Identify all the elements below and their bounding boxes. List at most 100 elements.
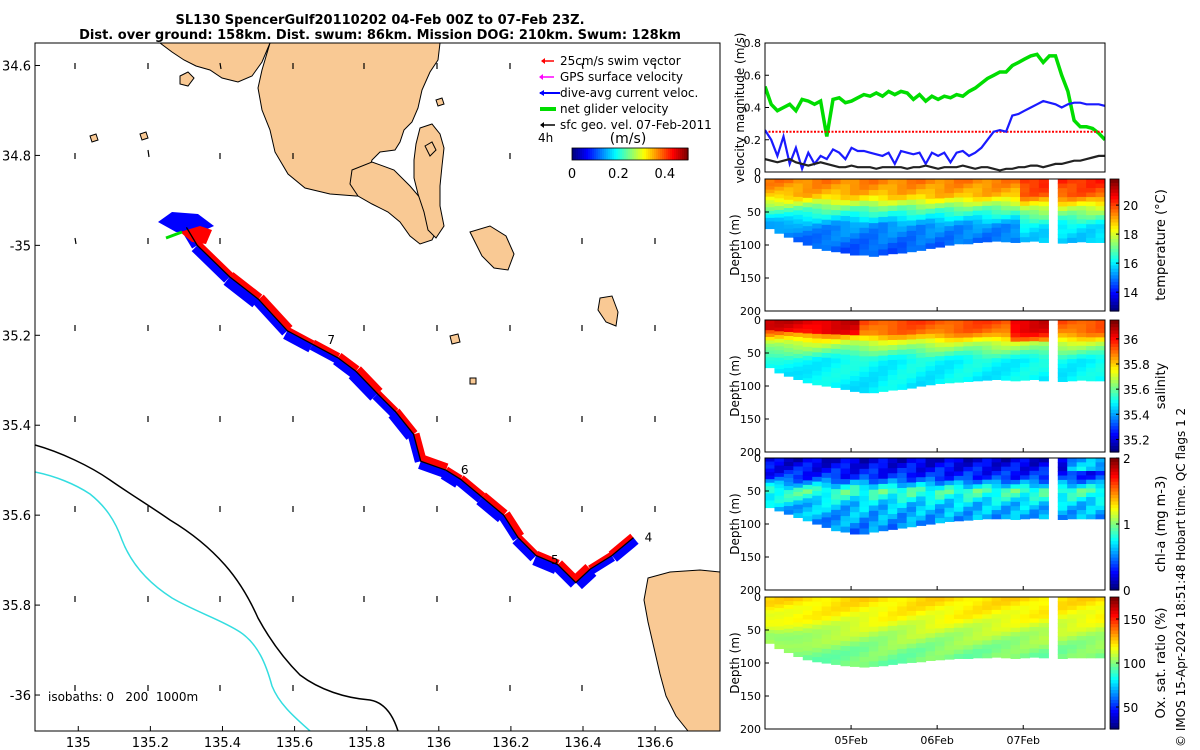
section-cell [972,510,983,516]
section-cell [1038,237,1049,243]
section-cell [925,233,936,239]
section-cell [963,324,974,330]
section-cell [1020,179,1031,185]
section-cell [1076,210,1087,216]
section-colorbar-swatch [1110,709,1119,714]
section-cell [935,212,946,219]
section-cell [812,324,823,330]
section-cell [1095,488,1105,494]
section-cell [765,179,776,184]
section-cell [887,483,898,490]
section-cell [925,193,936,200]
swim-vector-fan [482,492,508,516]
section-cell [859,179,870,186]
section-cell [802,188,813,194]
section-cell [840,494,851,501]
section-colorbar-swatch [1110,320,1119,324]
section-cell [850,474,861,481]
section-cell [850,523,861,530]
section-cell [1038,188,1049,194]
section-cell [1086,631,1097,637]
section-cell [859,479,870,486]
section-cell [897,611,908,617]
section-cell [897,329,908,336]
section-cell [840,369,851,376]
section-cell [887,364,898,371]
section-cell [1001,237,1012,243]
section-cell [897,477,908,484]
section-cell [991,336,1002,342]
section-cell [1095,653,1105,659]
section-cell [963,640,974,646]
section-cell [887,324,898,331]
section-cell [831,630,842,637]
section-cell [897,517,908,524]
section-cell [963,179,974,185]
section-cell [1086,627,1097,633]
section-cell [1057,632,1068,638]
section-cell [1057,372,1068,378]
section-cell [878,499,889,506]
section-cell [982,328,993,334]
section-cell [982,479,993,485]
section-cell [1029,205,1040,211]
section-cell [906,378,917,384]
section-cell [944,507,955,513]
section-cell [887,320,898,326]
current-vector-fan [590,555,616,575]
section-cell [935,467,946,473]
section-cell [793,635,804,641]
section-cell [850,651,861,657]
section-cell [1067,610,1078,615]
section-cell [1001,201,1012,207]
section-cell [991,510,1002,515]
section-cell [1067,206,1078,212]
section-cell [1020,354,1031,360]
section-colorbar-tick-label: 18 [1123,228,1138,242]
section-cell [935,183,946,190]
section-cell [991,471,1002,476]
section-cell [935,378,946,384]
section-cell [868,212,879,219]
section-cell [963,234,974,240]
section-cell [793,345,804,351]
section-cell [887,630,898,637]
section-cell [868,621,879,628]
section-cell [1038,488,1049,494]
section-cell [1067,484,1078,489]
section-cell [1076,196,1087,202]
section-cell [963,368,974,374]
section-cell [963,497,974,503]
section-cell [1029,192,1040,198]
section-colorbar-swatch [1110,679,1119,684]
section-cell [1086,475,1097,481]
section-cell [793,237,804,243]
section-cell [1076,358,1087,364]
section-cell [963,197,974,203]
section-cell [1029,353,1040,359]
section-cell [972,636,983,641]
section-cell [982,324,993,330]
current-vector-fan [418,461,446,478]
islands-land [424,141,619,345]
section-cell [812,643,823,649]
section-cell [793,597,804,602]
section-cell [821,219,832,226]
section-cell [916,486,927,493]
section-cell [850,350,861,357]
colorbar-swatch [624,148,627,160]
section-cell [963,636,974,642]
section-cell [935,188,946,195]
section-y-tick-label: 150 [740,690,761,703]
section-cell [991,601,1002,607]
section-cell [1076,232,1087,238]
section-cell [1076,219,1087,225]
section-cell [991,505,1002,511]
section-cell [840,364,851,371]
section-cell [1020,328,1031,334]
section-cell [953,471,964,477]
section-cell [821,477,832,484]
section-cell [774,179,785,184]
section-cell [812,500,823,506]
swim-vector-fan [229,272,263,300]
